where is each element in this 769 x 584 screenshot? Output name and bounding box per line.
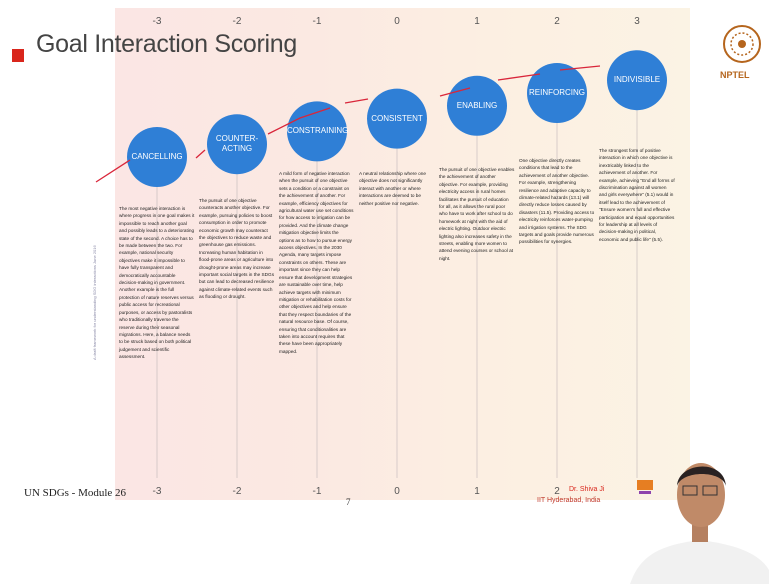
category-description: The pursuit of one objective enables the… <box>439 166 515 262</box>
category-label: CONSTRAINING <box>287 126 347 136</box>
category-label: ENABLING <box>447 101 507 111</box>
category-label: INDIVISIBLE <box>607 75 667 85</box>
top-score: 1 <box>462 16 492 27</box>
category-description: The strongest form of positive interacti… <box>599 147 675 243</box>
category-label: CANCELLING <box>127 152 187 162</box>
bottom-score: 0 <box>382 486 412 497</box>
presenter <box>630 463 769 584</box>
bottom-score: -1 <box>302 486 332 497</box>
category-description: The most negative interaction is where p… <box>119 205 195 361</box>
category-description: A mild form of negative interaction when… <box>279 170 355 355</box>
top-score: 0 <box>382 16 412 27</box>
bottom-score: -2 <box>222 486 252 497</box>
top-score: 2 <box>542 16 572 27</box>
top-score: -1 <box>302 16 332 27</box>
top-score: 3 <box>622 16 652 27</box>
category-label: COUNTER-ACTING <box>215 134 259 154</box>
category-label: REINFORCING <box>527 88 587 98</box>
category-description: The pursuit of one objective counteracts… <box>199 197 275 301</box>
category-label: CONSISTENT <box>367 114 427 124</box>
top-score: -3 <box>142 16 172 27</box>
page: {"header": {"title": "Goal Interaction S… <box>0 0 769 584</box>
bottom-score: -3 <box>142 486 172 497</box>
bottom-score: 1 <box>462 486 492 497</box>
slide: Goal Interaction Scoring A draft framewo… <box>0 0 769 584</box>
top-score: -2 <box>222 16 252 27</box>
category-description: A neutral relationship where one objecti… <box>359 170 435 207</box>
bottom-score: 2 <box>542 486 572 497</box>
category-description: One objective directly creates condition… <box>519 157 595 246</box>
